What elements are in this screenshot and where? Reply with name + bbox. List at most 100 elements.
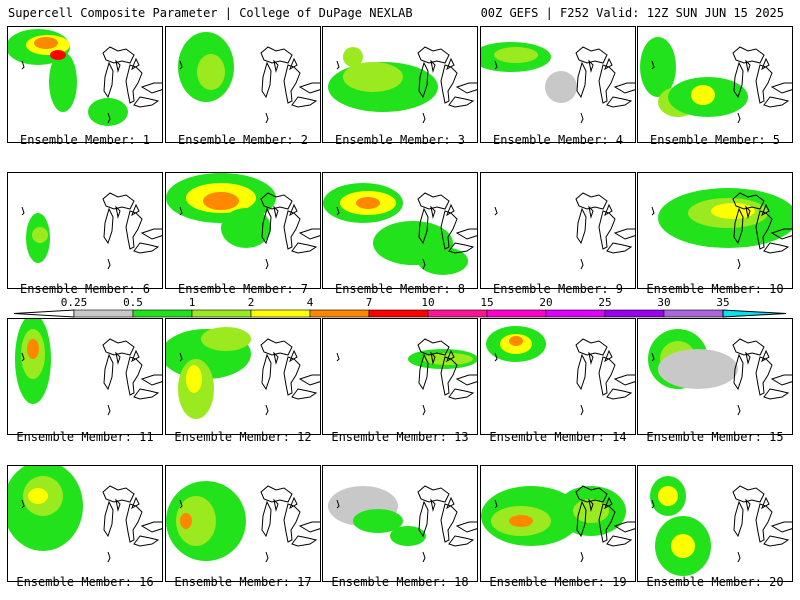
coastline [107,551,111,563]
colorbar [13,309,787,318]
coastline [755,210,773,250]
map-panel-13 [322,318,478,435]
map-panel-20 [637,465,793,582]
map-panel-16 [7,465,163,582]
coastline [455,374,477,386]
coastline [289,496,298,510]
coastline [21,60,25,70]
coastline [131,496,140,510]
scp-contour [343,47,363,67]
coastline [179,206,183,216]
coastline [430,498,436,512]
coastline [576,207,587,245]
coastline [604,496,613,510]
colorbar-segment [545,309,606,318]
coastline [260,485,293,503]
coastline [761,203,770,217]
colorbar-tick-label: 15 [480,296,494,309]
map-field [178,32,320,124]
coastline [598,210,616,250]
coastline [440,356,458,396]
coastline [298,228,320,240]
coastline [576,500,587,538]
coastline [289,203,298,217]
coastline [440,64,458,104]
coastline [745,351,751,365]
coastline [283,503,301,543]
map-panel-11 [7,318,163,435]
coastline [761,349,770,363]
panel-caption: Ensemble Member: 6 [19,282,151,296]
coastline [133,242,160,254]
coastline [133,388,160,400]
coastline [745,205,751,219]
coastline [273,59,279,73]
coastline [580,404,584,416]
scp-contour [711,203,755,219]
coastline [651,206,655,216]
map-field [21,192,162,270]
coastline [770,521,792,533]
colorbar-tick-label: 0.5 [123,296,143,309]
coastline [763,96,790,108]
coastline [422,112,426,124]
colorbar-tick-label: 7 [365,296,373,309]
scp-contour [640,37,676,97]
map-field [328,46,477,124]
colorbar-segment [309,309,370,318]
coastline [289,349,298,363]
colorbar-tick-label: 35 [716,296,730,309]
scp-contour [49,52,77,112]
colorbar-tick-label: 30 [657,296,671,309]
scp-contour [180,513,192,529]
coastline [763,242,790,254]
coastline [613,82,635,94]
panel-caption: Ensemble Member: 12 [174,430,312,444]
scp-contour [32,227,48,243]
coastline [103,353,114,391]
coastline [575,338,608,356]
coastline [732,192,765,210]
coastline [733,61,744,99]
scp-contour [203,192,239,210]
scp-contour [176,496,216,546]
coastline [102,485,135,503]
scp-contour [658,349,738,389]
coastline [430,205,436,219]
map-field [8,466,162,563]
coastline [576,61,587,99]
coastline [606,388,633,400]
coastline [761,496,770,510]
scp-contour [418,247,468,275]
coastline [440,210,458,250]
coastline [140,228,162,240]
scp-contour [186,365,202,393]
coastline [179,499,183,509]
coastline [102,46,135,64]
coastline [604,349,613,363]
coastline [265,404,269,416]
colorbar-segment [250,309,311,318]
coastline [107,258,111,270]
map-field [336,338,477,416]
coastline [588,498,594,512]
coastline [494,352,498,362]
coastline [283,356,301,396]
map-panel-15 [637,318,793,435]
scp-contour [658,486,678,506]
panel-caption: Ensemble Member: 2 [177,133,309,147]
map-field [481,485,635,563]
coastline [761,57,770,71]
panel-caption: Ensemble Member: 4 [492,133,624,147]
coastline [265,258,269,270]
map-field [166,173,320,270]
coastline [417,192,450,210]
coastline [575,485,608,503]
map-field [481,42,635,124]
scp-contour [221,208,271,248]
coastline [732,46,765,64]
scp-contour [27,339,39,359]
scp-contour [509,515,533,527]
coastline [598,356,616,396]
panel-caption: Ensemble Member: 16 [16,575,154,589]
